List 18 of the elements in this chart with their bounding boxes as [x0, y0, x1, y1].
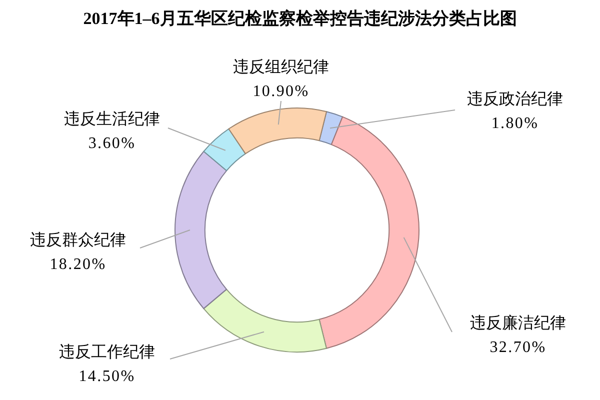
data-label: 14.50%: [78, 368, 136, 385]
data-label: 18.20%: [50, 256, 106, 273]
donut-slice: [228, 108, 328, 154]
data-label: 10.90%: [252, 83, 310, 100]
slice-label: 违反群众纪律: [30, 231, 126, 249]
data-label: 1.80%: [491, 115, 539, 132]
donut-slice: [203, 128, 246, 172]
data-label: 32.70%: [490, 339, 546, 356]
slice-label: 违反组织纪律: [233, 58, 329, 76]
data-label: 3.60%: [88, 135, 136, 152]
donut-slice: [203, 288, 327, 352]
donut-slice: [318, 116, 420, 349]
chart-title: 2017年1–6月五华区纪检监察检举控告违纪涉法分类占比图: [83, 9, 517, 28]
slice-label: 违反生活纪律: [64, 110, 160, 128]
donut-slice: [174, 150, 228, 310]
slice-label: 违反政治纪律: [467, 90, 563, 108]
slice-label: 违反廉洁纪律: [470, 314, 566, 332]
slice-label: 违反工作纪律: [59, 343, 155, 361]
